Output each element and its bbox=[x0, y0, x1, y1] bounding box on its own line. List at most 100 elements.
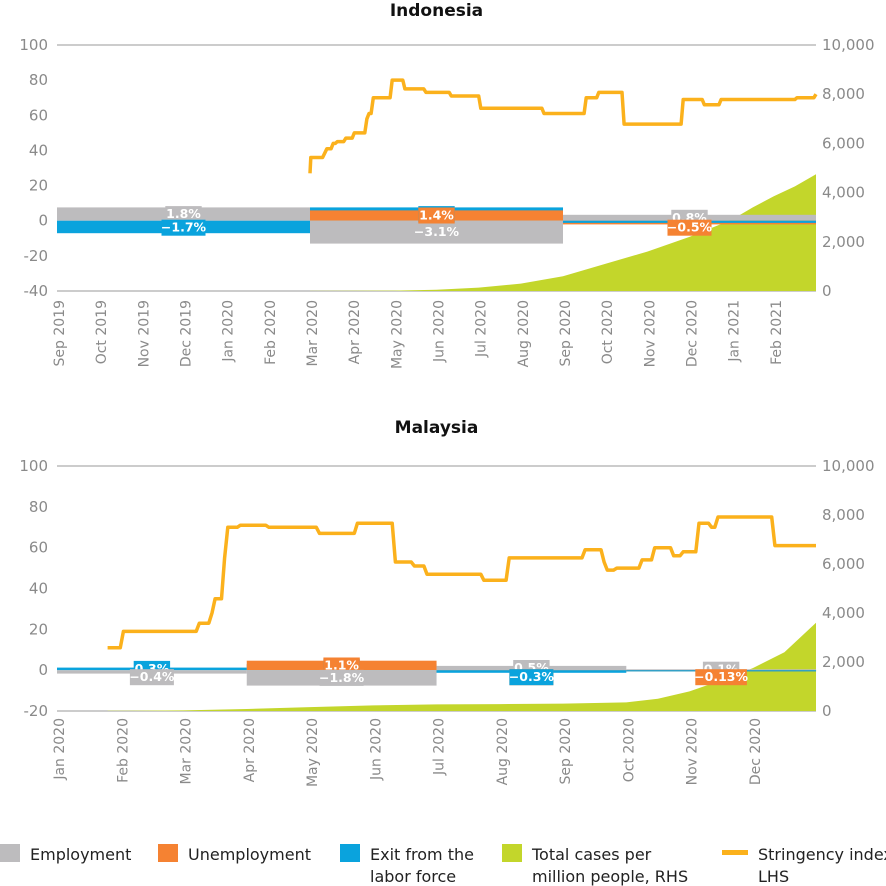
employment-data-label: −1.8% bbox=[319, 670, 365, 685]
y-right-tick-label: 6,000 bbox=[822, 555, 865, 573]
employment-label-box bbox=[319, 669, 364, 686]
bars-group: 0.3%−0.4%0.7%1.1%−1.8%0.5%−0.2%−0.3%0.1%… bbox=[57, 657, 817, 686]
x-tick-label: Jun 2020 bbox=[368, 718, 384, 781]
y-left-tick-label: 60 bbox=[29, 539, 48, 557]
y-left-tick-label: 100 bbox=[19, 36, 48, 54]
stringency-line bbox=[308, 78, 818, 174]
legend-label-cases: million people, RHS bbox=[532, 867, 688, 886]
y-right-tick-label: 0 bbox=[822, 702, 832, 720]
y-left-tick-label: -20 bbox=[24, 247, 49, 265]
x-tick-label: Jun 2020 bbox=[432, 300, 448, 363]
indonesia-chart: Indonesia 100 80 60 40 20 0 -20 -40 10,000 8,000 6,… bbox=[19, 1, 874, 369]
unemployment-label-box bbox=[418, 207, 455, 224]
employment-label-box bbox=[414, 224, 459, 241]
x-tick-label: Jan 2021 bbox=[727, 300, 743, 363]
exit-data-label: −0.3% bbox=[509, 669, 555, 684]
x-tick-label: Dec 2020 bbox=[748, 718, 764, 785]
chart-title: Malaysia bbox=[395, 418, 479, 438]
x-tick-label: Oct 2020 bbox=[600, 300, 616, 364]
x-tick-label: Oct 2019 bbox=[94, 300, 110, 364]
x-tick-label: Mar 2020 bbox=[179, 718, 195, 785]
x-tick-label: Sep 2020 bbox=[558, 718, 574, 784]
legend: Employment Unemployment Exit from the labor… bbox=[0, 844, 886, 886]
bars-group: 1.8%−1.7%1.8%1.4%−3.1%0.8%−0.5% bbox=[57, 206, 816, 244]
legend-label-employment: Employment bbox=[30, 845, 131, 864]
legend-swatch-employment bbox=[0, 844, 20, 862]
unemployment-data-label: 1.4% bbox=[419, 208, 454, 223]
y-left-tick-label: -40 bbox=[24, 282, 49, 300]
y-right-tick-label: 10,000 bbox=[822, 36, 875, 54]
employment-data-label: 1.8% bbox=[166, 206, 201, 221]
x-tick-label: Jul 2020 bbox=[432, 718, 448, 776]
x-tick-label: Jan 2020 bbox=[221, 300, 237, 363]
unemployment-data-label: 1.1% bbox=[324, 658, 359, 673]
x-tick-label: May 2020 bbox=[305, 718, 321, 787]
y-right-tick-label: 2,000 bbox=[822, 653, 865, 671]
legend-swatch-stringency bbox=[722, 850, 748, 855]
employment-data-label: −3.1% bbox=[414, 224, 460, 239]
y-left-tick-label: 60 bbox=[29, 106, 48, 124]
chart-title: Indonesia bbox=[390, 1, 483, 21]
y-left-tick-label: 20 bbox=[29, 177, 48, 195]
x-tick-label: Aug 2020 bbox=[516, 300, 532, 367]
x-tick-label: Dec 2020 bbox=[685, 300, 701, 367]
unemployment-data-label: −0.13% bbox=[694, 669, 748, 684]
y-left-tick-label: -20 bbox=[24, 702, 49, 720]
y-left-tick-label: 80 bbox=[29, 71, 48, 89]
legend-swatch-exit bbox=[340, 844, 360, 862]
legend-label-stringency: Stringency index, bbox=[758, 845, 886, 864]
legend-label-exit: labor force bbox=[370, 867, 456, 886]
x-tick-label: Sep 2020 bbox=[558, 300, 574, 366]
x-tick-label: Jul 2020 bbox=[474, 300, 490, 358]
total-cases-area bbox=[310, 174, 816, 291]
y-left-tick-label: 80 bbox=[29, 498, 48, 516]
exit-label-box bbox=[509, 669, 554, 686]
exit-label-box bbox=[161, 219, 206, 236]
x-tick-label: Sep 2019 bbox=[52, 300, 68, 366]
y-left-tick-label: 0 bbox=[38, 212, 48, 230]
y-left-tick-label: 40 bbox=[29, 580, 48, 598]
y-left-tick-label: 100 bbox=[19, 457, 48, 475]
y-left-tick-label: 0 bbox=[38, 661, 48, 679]
legend-label-stringency: LHS bbox=[758, 867, 789, 886]
x-tick-label: Apr 2020 bbox=[347, 300, 363, 364]
employment-label-box bbox=[129, 669, 174, 686]
y-left-tick-label: 40 bbox=[29, 141, 48, 159]
x-tick-label: Feb 2020 bbox=[263, 300, 279, 365]
x-tick-label: Nov 2019 bbox=[136, 300, 152, 367]
x-tick-label: Dec 2019 bbox=[179, 300, 195, 367]
y-right-tick-label: 0 bbox=[822, 282, 832, 300]
unemployment-label-box bbox=[323, 657, 360, 674]
x-tick-label: Nov 2020 bbox=[685, 718, 701, 785]
employment-label-box bbox=[165, 206, 202, 223]
legend-label-unemployment: Unemployment bbox=[188, 845, 311, 864]
malaysia-chart: Malaysia 100 80 60 40 20 0 -20 10,000 8,000 6,000 4… bbox=[19, 418, 874, 787]
x-tick-label: Jan 2020 bbox=[52, 718, 68, 781]
x-tick-label: Nov 2020 bbox=[642, 300, 658, 367]
stringency-line bbox=[107, 515, 816, 650]
unemployment-data-label: −0.5% bbox=[667, 220, 713, 235]
y-right-tick-label: 4,000 bbox=[822, 604, 865, 622]
legend-swatch-unemployment bbox=[158, 844, 178, 862]
y-right-tick-label: 8,000 bbox=[822, 506, 865, 524]
x-tick-label: Apr 2020 bbox=[242, 718, 258, 782]
y-left-tick-label: 20 bbox=[29, 620, 48, 638]
employment-data-label: −0.4% bbox=[129, 669, 175, 684]
unemployment-label-box bbox=[695, 669, 747, 686]
exit-data-label: −1.7% bbox=[161, 220, 207, 235]
y-right-tick-label: 8,000 bbox=[822, 85, 865, 103]
x-tick-label: Feb 2020 bbox=[115, 718, 131, 783]
total-cases-area bbox=[107, 622, 817, 711]
x-tick-label: May 2020 bbox=[389, 300, 405, 369]
y-right-tick-label: 4,000 bbox=[822, 184, 865, 202]
legend-label-cases: Total cases per bbox=[531, 845, 652, 864]
unemployment-label-box bbox=[667, 219, 712, 236]
y-right-tick-label: 10,000 bbox=[822, 457, 875, 475]
x-tick-label: Aug 2020 bbox=[495, 718, 511, 785]
x-tick-label: Oct 2020 bbox=[621, 718, 637, 782]
x-tick-label: Feb 2021 bbox=[769, 300, 785, 365]
y-right-tick-label: 2,000 bbox=[822, 233, 865, 251]
x-tick-label: Mar 2020 bbox=[305, 300, 321, 367]
legend-label-exit: Exit from the bbox=[370, 845, 474, 864]
